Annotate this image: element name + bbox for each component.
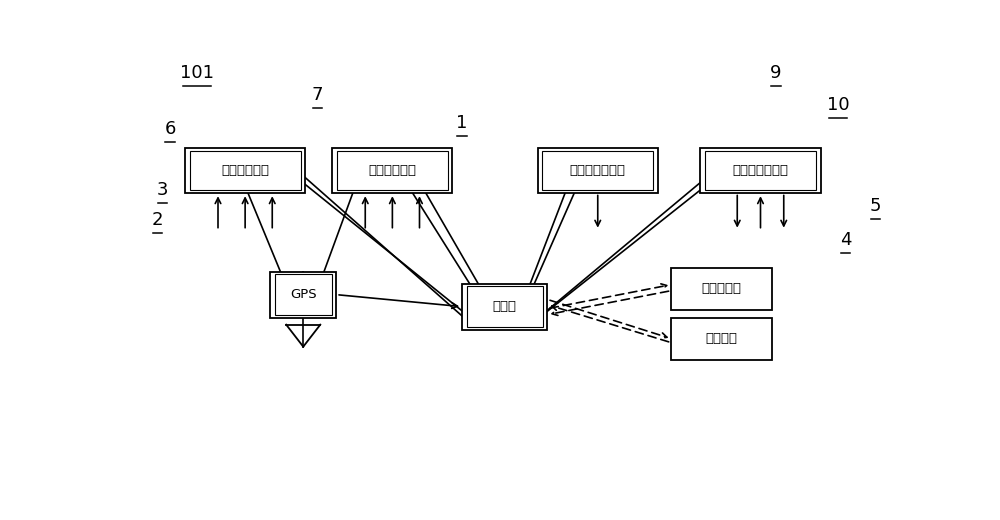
Bar bbox=[462, 283, 547, 330]
Bar bbox=[270, 271, 336, 318]
Bar bbox=[332, 149, 452, 192]
Bar bbox=[467, 286, 543, 327]
Text: 4: 4 bbox=[840, 230, 852, 249]
Text: 站控层设备: 站控层设备 bbox=[702, 282, 742, 295]
Text: 7: 7 bbox=[311, 86, 323, 105]
Bar bbox=[671, 318, 772, 360]
Text: 主机箱: 主机箱 bbox=[493, 300, 517, 313]
Text: 6: 6 bbox=[164, 121, 176, 138]
Bar bbox=[700, 149, 821, 192]
Bar bbox=[337, 151, 448, 190]
Bar bbox=[705, 151, 816, 190]
Bar bbox=[538, 149, 658, 192]
Text: 数字开关量机箱: 数字开关量机箱 bbox=[570, 164, 626, 177]
Text: 模拟开关量机箱: 模拟开关量机箱 bbox=[732, 164, 788, 177]
Text: 远方设备: 远方设备 bbox=[706, 332, 738, 345]
Text: 101: 101 bbox=[180, 63, 214, 82]
Text: 9: 9 bbox=[770, 63, 782, 82]
Text: 1: 1 bbox=[456, 114, 468, 133]
Text: 2: 2 bbox=[152, 211, 163, 229]
Bar bbox=[275, 274, 332, 315]
Text: 3: 3 bbox=[156, 180, 168, 199]
Text: GPS: GPS bbox=[290, 288, 317, 301]
Bar bbox=[190, 151, 301, 190]
Text: 数字采样机箱: 数字采样机箱 bbox=[368, 164, 416, 177]
Bar bbox=[542, 151, 653, 190]
Text: 10: 10 bbox=[827, 96, 849, 114]
Text: 5: 5 bbox=[869, 197, 881, 215]
Bar bbox=[671, 268, 772, 309]
Text: 模拟采样机箱: 模拟采样机箱 bbox=[221, 164, 269, 177]
Bar bbox=[185, 149, 305, 192]
